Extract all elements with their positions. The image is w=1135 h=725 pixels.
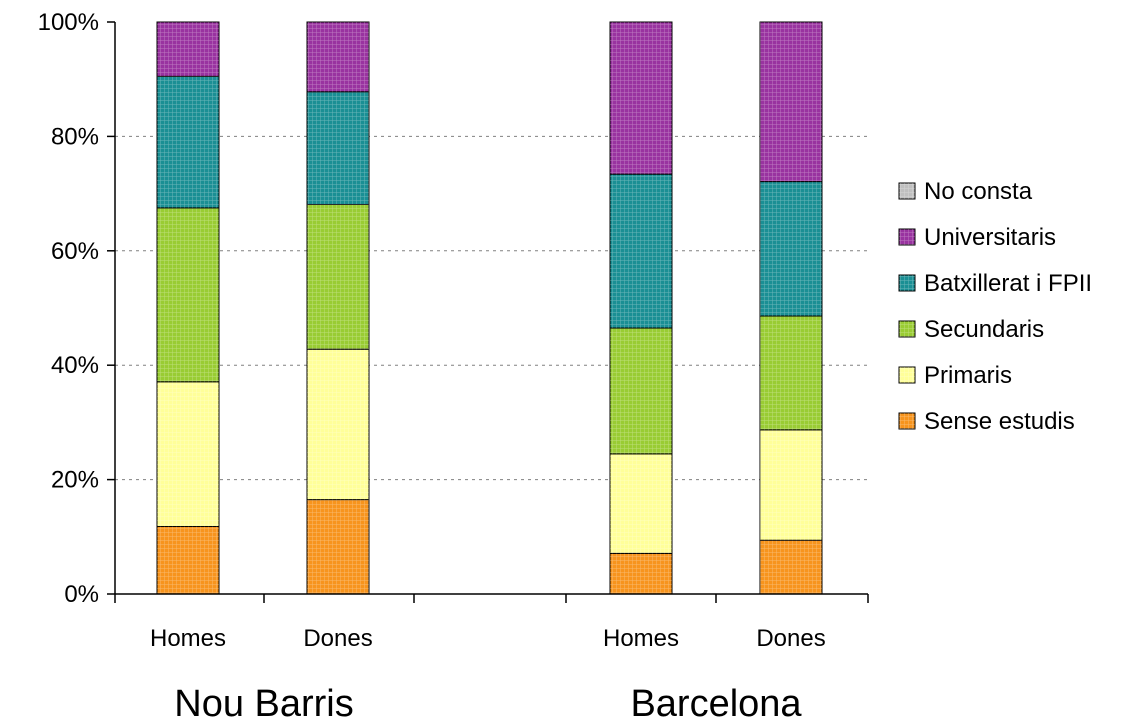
bar-texture bbox=[307, 349, 369, 500]
bar-texture bbox=[610, 553, 672, 594]
axes bbox=[107, 21, 869, 603]
bar-texture bbox=[157, 207, 219, 382]
legend-swatch-texture bbox=[899, 275, 915, 291]
y-tick-label: 40% bbox=[51, 352, 99, 379]
bar-texture bbox=[610, 453, 672, 554]
x-category-label: Dones bbox=[303, 625, 372, 652]
bar-texture bbox=[760, 540, 822, 594]
y-tick-label: 60% bbox=[51, 238, 99, 265]
bar-texture bbox=[157, 526, 219, 594]
x-category-label: Homes bbox=[150, 625, 226, 652]
bar-texture bbox=[760, 181, 822, 317]
legend-swatch-texture bbox=[899, 321, 915, 337]
legend: No consta Universitaris Batxillerat i FPII… bbox=[898, 178, 1092, 435]
bar-texture bbox=[157, 381, 219, 527]
bar-texture bbox=[157, 22, 219, 77]
bar-texture bbox=[760, 316, 822, 430]
legend-label: No consta bbox=[924, 178, 1033, 205]
legend-label: Sense estudis bbox=[924, 408, 1075, 435]
plot-area bbox=[115, 22, 868, 594]
bar-texture bbox=[610, 22, 672, 175]
bar-texture bbox=[307, 91, 369, 205]
bar-texture bbox=[307, 204, 369, 350]
bar-texture bbox=[157, 76, 219, 208]
y-tick-label: 80% bbox=[51, 123, 99, 150]
bars bbox=[156, 21, 823, 595]
group-label: Nou Barris bbox=[174, 683, 354, 725]
legend-label: Secundaris bbox=[924, 316, 1044, 343]
bar-texture bbox=[307, 22, 369, 92]
gridlines bbox=[115, 135, 868, 481]
group-label: Barcelona bbox=[630, 683, 802, 725]
legend-swatch-texture bbox=[899, 367, 915, 383]
legend-label: Batxillerat i FPII bbox=[924, 270, 1092, 297]
bar-texture bbox=[307, 499, 369, 594]
x-category-label: Homes bbox=[603, 625, 679, 652]
x-category-label: Dones bbox=[756, 625, 825, 652]
legend-swatch-texture bbox=[899, 413, 915, 429]
bar-texture bbox=[760, 429, 822, 541]
bar-texture bbox=[610, 328, 672, 454]
legend-swatch-texture bbox=[899, 183, 915, 199]
bar-texture bbox=[760, 22, 822, 182]
y-tick-label: 100% bbox=[38, 9, 99, 36]
legend-label: Primaris bbox=[924, 362, 1012, 389]
legend-swatch-texture bbox=[899, 229, 915, 245]
bar-texture bbox=[610, 174, 672, 329]
y-tick-label: 0% bbox=[64, 581, 99, 608]
legend-label: Universitaris bbox=[924, 224, 1056, 251]
y-tick-label: 20% bbox=[51, 467, 99, 494]
axis-labels: 0% 20% 40% 60% 80% 100% Homes Dones Homes Dones No… bbox=[38, 9, 826, 725]
